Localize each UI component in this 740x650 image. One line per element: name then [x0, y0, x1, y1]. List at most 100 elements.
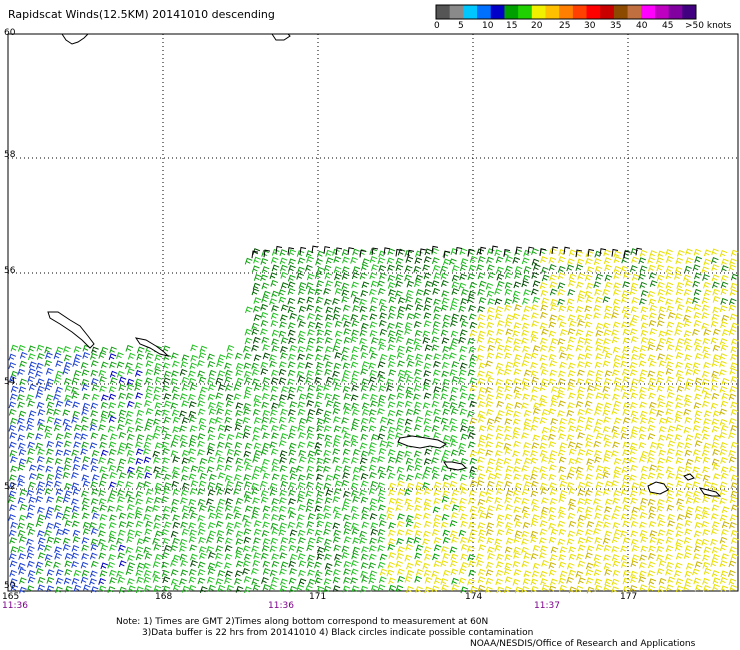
- wind-barb: [207, 576, 215, 584]
- wind-barb: [262, 512, 271, 520]
- wind-barb: [692, 424, 701, 432]
- wind-barb: [172, 537, 180, 545]
- wind-barb: [576, 506, 585, 514]
- wind-barb: [188, 401, 197, 408]
- wind-barb: [693, 402, 702, 409]
- wind-barb: [360, 473, 369, 480]
- wind-barb: [37, 552, 46, 560]
- wind-barb: [80, 448, 88, 456]
- wind-barb: [244, 386, 253, 394]
- wind-barb: [280, 408, 288, 416]
- wind-barb: [557, 288, 566, 296]
- wind-barb: [712, 288, 721, 296]
- wind-barb: [8, 496, 16, 503]
- wind-barb: [251, 344, 259, 352]
- wind-barb: [594, 584, 603, 592]
- wind-barb: [469, 321, 478, 329]
- wind-barb: [188, 456, 196, 464]
- wind-barb: [683, 551, 692, 559]
- wind-barb: [216, 536, 225, 544]
- wind-barb: [566, 434, 575, 442]
- wind-barb: [35, 561, 44, 569]
- wind-barb: [387, 344, 396, 351]
- wind-barb: [478, 544, 487, 552]
- wind-barb: [477, 522, 486, 529]
- wind-barb: [100, 449, 109, 457]
- wind-barb: [71, 386, 79, 394]
- wind-barb: [720, 528, 729, 536]
- wind-barb: [702, 281, 711, 289]
- wind-barb: [316, 337, 324, 344]
- wind-barb: [163, 487, 171, 495]
- wind-barb: [370, 480, 379, 488]
- wind-barb: [154, 442, 163, 450]
- wind-barb: [719, 431, 727, 439]
- wind-barb: [595, 520, 604, 528]
- wind-barb: [55, 569, 64, 576]
- wind-barb: [450, 440, 458, 447]
- wind-barb: [685, 257, 694, 264]
- wind-barb: [163, 416, 172, 424]
- wind-barb: [224, 504, 233, 512]
- wind-barb: [712, 354, 721, 361]
- wind-barb: [351, 489, 359, 497]
- wind-barb: [125, 418, 133, 426]
- wind-barb: [523, 289, 531, 296]
- wind-barb: [316, 465, 324, 473]
- wind-barb: [728, 298, 737, 305]
- wind-barb: [495, 305, 504, 313]
- wind-barb: [450, 568, 459, 576]
- wind-barb: [73, 424, 82, 432]
- wind-barb: [441, 337, 450, 345]
- wind-barb: [728, 465, 737, 473]
- wind-barb: [459, 474, 468, 481]
- wind-barb: [638, 570, 647, 578]
- wind-barb: [377, 257, 386, 265]
- wind-barb: [90, 360, 99, 367]
- wind-barb: [127, 562, 136, 569]
- wind-barb: [658, 417, 667, 425]
- wind-barb: [378, 504, 386, 512]
- wind-barb: [215, 561, 223, 569]
- wind-barb: [217, 569, 226, 577]
- wind-barb: [443, 449, 451, 457]
- wind-barb: [279, 585, 288, 592]
- wind-barb: [324, 393, 333, 400]
- wind-barb: [656, 465, 664, 473]
- wind-barb: [404, 265, 413, 273]
- wind-barb: [730, 401, 738, 409]
- wind-barb: [359, 457, 368, 465]
- wind-barb: [71, 392, 80, 399]
- wind-barb: [386, 569, 395, 577]
- wind-barb: [459, 362, 468, 370]
- wind-barb: [586, 384, 595, 392]
- wind-barb: [468, 569, 476, 577]
- wind-barb: [126, 449, 135, 457]
- wind-barb: [494, 313, 503, 320]
- wind-barb: [539, 354, 548, 362]
- wind-barb: [656, 538, 665, 546]
- wind-barb: [567, 314, 576, 322]
- wind-barb: [442, 536, 451, 544]
- wind-barb: [305, 490, 314, 498]
- wind-barb: [224, 487, 233, 495]
- wind-barb: [260, 274, 268, 282]
- wind-barb: [234, 578, 242, 585]
- wind-barb: [719, 305, 728, 313]
- wind-barb: [18, 535, 27, 543]
- wind-barb: [675, 473, 683, 480]
- wind-barb: [154, 376, 163, 384]
- wind-barb: [208, 408, 217, 416]
- wind-barb: [269, 569, 278, 577]
- wind-barb: [521, 280, 530, 288]
- wind-barb: [234, 441, 243, 449]
- wind-barb: [512, 256, 521, 264]
- wind-barb: [333, 434, 342, 442]
- wind-barb: [404, 418, 413, 426]
- wind-barb: [8, 353, 17, 361]
- wind-barb: [684, 528, 693, 536]
- wind-barb: [98, 369, 107, 377]
- wind-barb: [378, 447, 387, 455]
- wind-barb: [243, 457, 252, 465]
- wind-barb: [577, 537, 586, 544]
